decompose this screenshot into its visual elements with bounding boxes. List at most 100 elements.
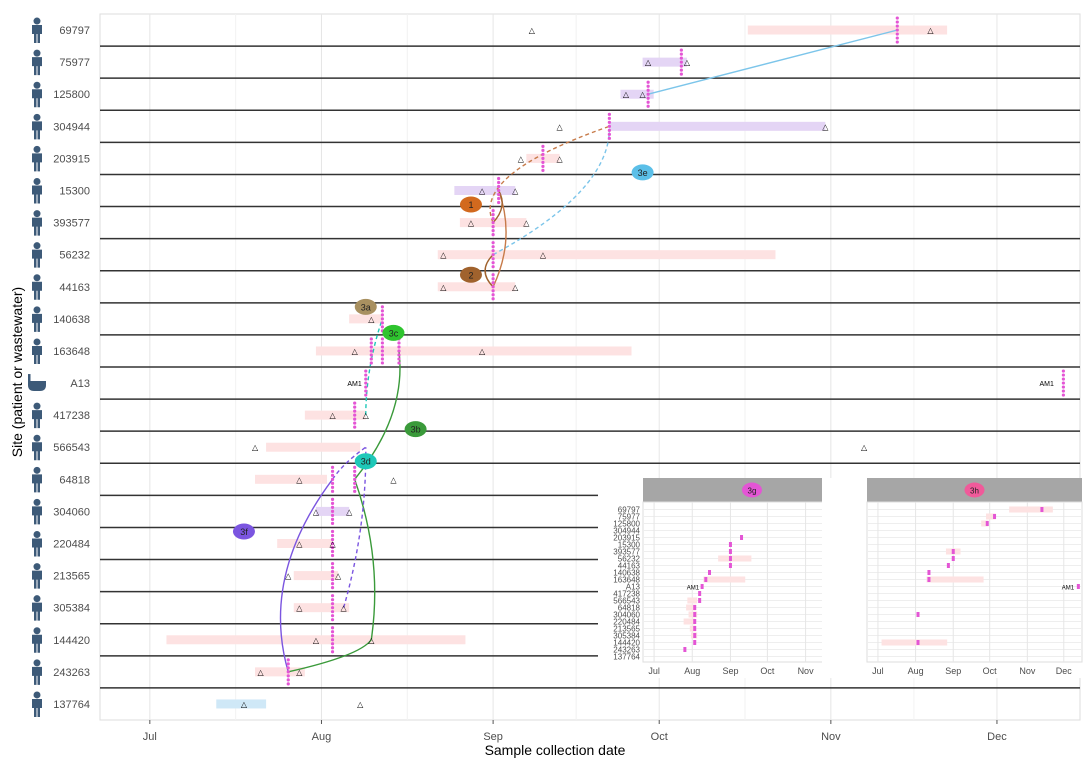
inset-y-tick-label: 137764: [613, 653, 640, 662]
inset-badge: [742, 482, 762, 498]
sample-dot: [491, 212, 495, 217]
sample-dot: [330, 638, 335, 642]
inset-span-bar: [986, 513, 996, 520]
sample-dot: [607, 120, 611, 124]
transmission-link: [489, 125, 610, 223]
person-icon: [32, 434, 42, 461]
inset-badge-label: 3g: [748, 487, 757, 496]
sample-dot: [380, 353, 384, 357]
person-head: [33, 531, 41, 538]
inset-span-bar: [703, 576, 746, 583]
transmission-link: [647, 29, 898, 95]
person-head: [33, 17, 41, 25]
triangle-marker: △: [927, 26, 934, 35]
y-tick-label: 163648: [53, 346, 90, 358]
triangle-marker: △: [296, 540, 303, 549]
inset-sample: [916, 612, 920, 617]
triangle-marker: △: [822, 122, 829, 131]
sample-dot: [491, 208, 495, 213]
person-icon: [32, 81, 42, 108]
sample-dot: [364, 373, 368, 377]
person-body: [32, 474, 42, 493]
sample-span-bar: [315, 346, 632, 356]
sample-span-bar: [255, 474, 328, 484]
sample-dot: [364, 377, 368, 381]
person-icon: [32, 145, 42, 172]
sample-dot: [491, 297, 495, 301]
sample-dot: [380, 321, 384, 325]
inset-span-bar: [881, 639, 948, 646]
sample-dot: [330, 533, 335, 538]
transmission-link: [492, 126, 611, 256]
sample-dot: [491, 216, 495, 221]
person-icon: [32, 402, 42, 429]
x-tick-label: Dec: [987, 731, 1007, 743]
inset-sample: [951, 556, 955, 561]
inset-am1-label: AM1: [1062, 586, 1075, 592]
inset-y-tick-label: A13: [626, 583, 641, 592]
sample-dot: [491, 265, 495, 269]
sample-dot: [895, 20, 899, 24]
y-tick-label: 125800: [53, 89, 90, 101]
triangle-marker: △: [529, 26, 536, 35]
sample-span-bar: [747, 25, 948, 35]
triangle-marker: △: [556, 122, 563, 131]
y-tick-label: 75977: [59, 57, 90, 69]
sample-dot: [353, 473, 357, 477]
person-icon: [32, 531, 42, 557]
person-head: [33, 210, 41, 218]
sample-dot: [364, 385, 368, 389]
transmission-link: [354, 479, 376, 640]
triangle-marker: △: [252, 443, 259, 452]
sample-dot: [607, 132, 611, 136]
inset-x-tick-label: Jul: [648, 666, 660, 676]
sample-dot: [541, 148, 545, 153]
sample-dot: [646, 92, 650, 96]
sample-dot: [497, 176, 501, 181]
sample-dot: [330, 489, 335, 493]
sample-dot: [286, 666, 290, 670]
transmission-link: [331, 446, 367, 480]
person-body: [32, 602, 42, 621]
cluster-label: 1: [468, 200, 473, 210]
sample-dot: [497, 188, 501, 193]
cluster-badge: [382, 324, 405, 341]
sample-dot: [330, 465, 335, 469]
sample-dot: [541, 164, 545, 169]
y-tick-label: 243263: [53, 667, 90, 679]
sample-span-bar: [642, 57, 687, 67]
sample-dot: [380, 309, 384, 313]
sample-dot: [353, 469, 357, 473]
sample-dot: [369, 353, 373, 357]
inset-y-tick-label: 144420: [613, 639, 640, 648]
person-head: [33, 659, 41, 667]
sample-dot: [330, 594, 335, 598]
person-head: [33, 402, 41, 410]
sample-dot: [353, 465, 357, 469]
sample-dot: [330, 505, 335, 510]
inset-span-bar: [1009, 506, 1053, 513]
inset-sample: [693, 633, 697, 638]
sample-dot: [607, 124, 611, 128]
inset-sample: [927, 577, 931, 582]
inset-y-tick-label: 69797: [618, 506, 641, 515]
inset-y-tick-label: 64818: [618, 604, 641, 613]
sample-dot: [330, 481, 335, 485]
sample-dot: [491, 285, 495, 289]
sample-span-bar: [216, 699, 267, 709]
sample-dot: [1061, 377, 1065, 381]
triangle-marker: △: [390, 475, 397, 484]
sample-dot: [330, 477, 335, 481]
inset-span-bar: [981, 520, 989, 527]
cluster-label: 3d: [361, 457, 371, 467]
sample-dot: [353, 477, 357, 481]
y-tick-label: 304944: [53, 121, 90, 133]
inset-span-bar: [688, 611, 698, 618]
y-tick-label: 393577: [53, 218, 90, 230]
inset-badge-label: 3h: [970, 487, 979, 496]
sample-dot: [497, 180, 501, 185]
sample-dot: [353, 405, 357, 409]
sample-dot: [497, 200, 501, 205]
sample-dot: [330, 553, 335, 558]
sample-dot: [286, 678, 290, 682]
